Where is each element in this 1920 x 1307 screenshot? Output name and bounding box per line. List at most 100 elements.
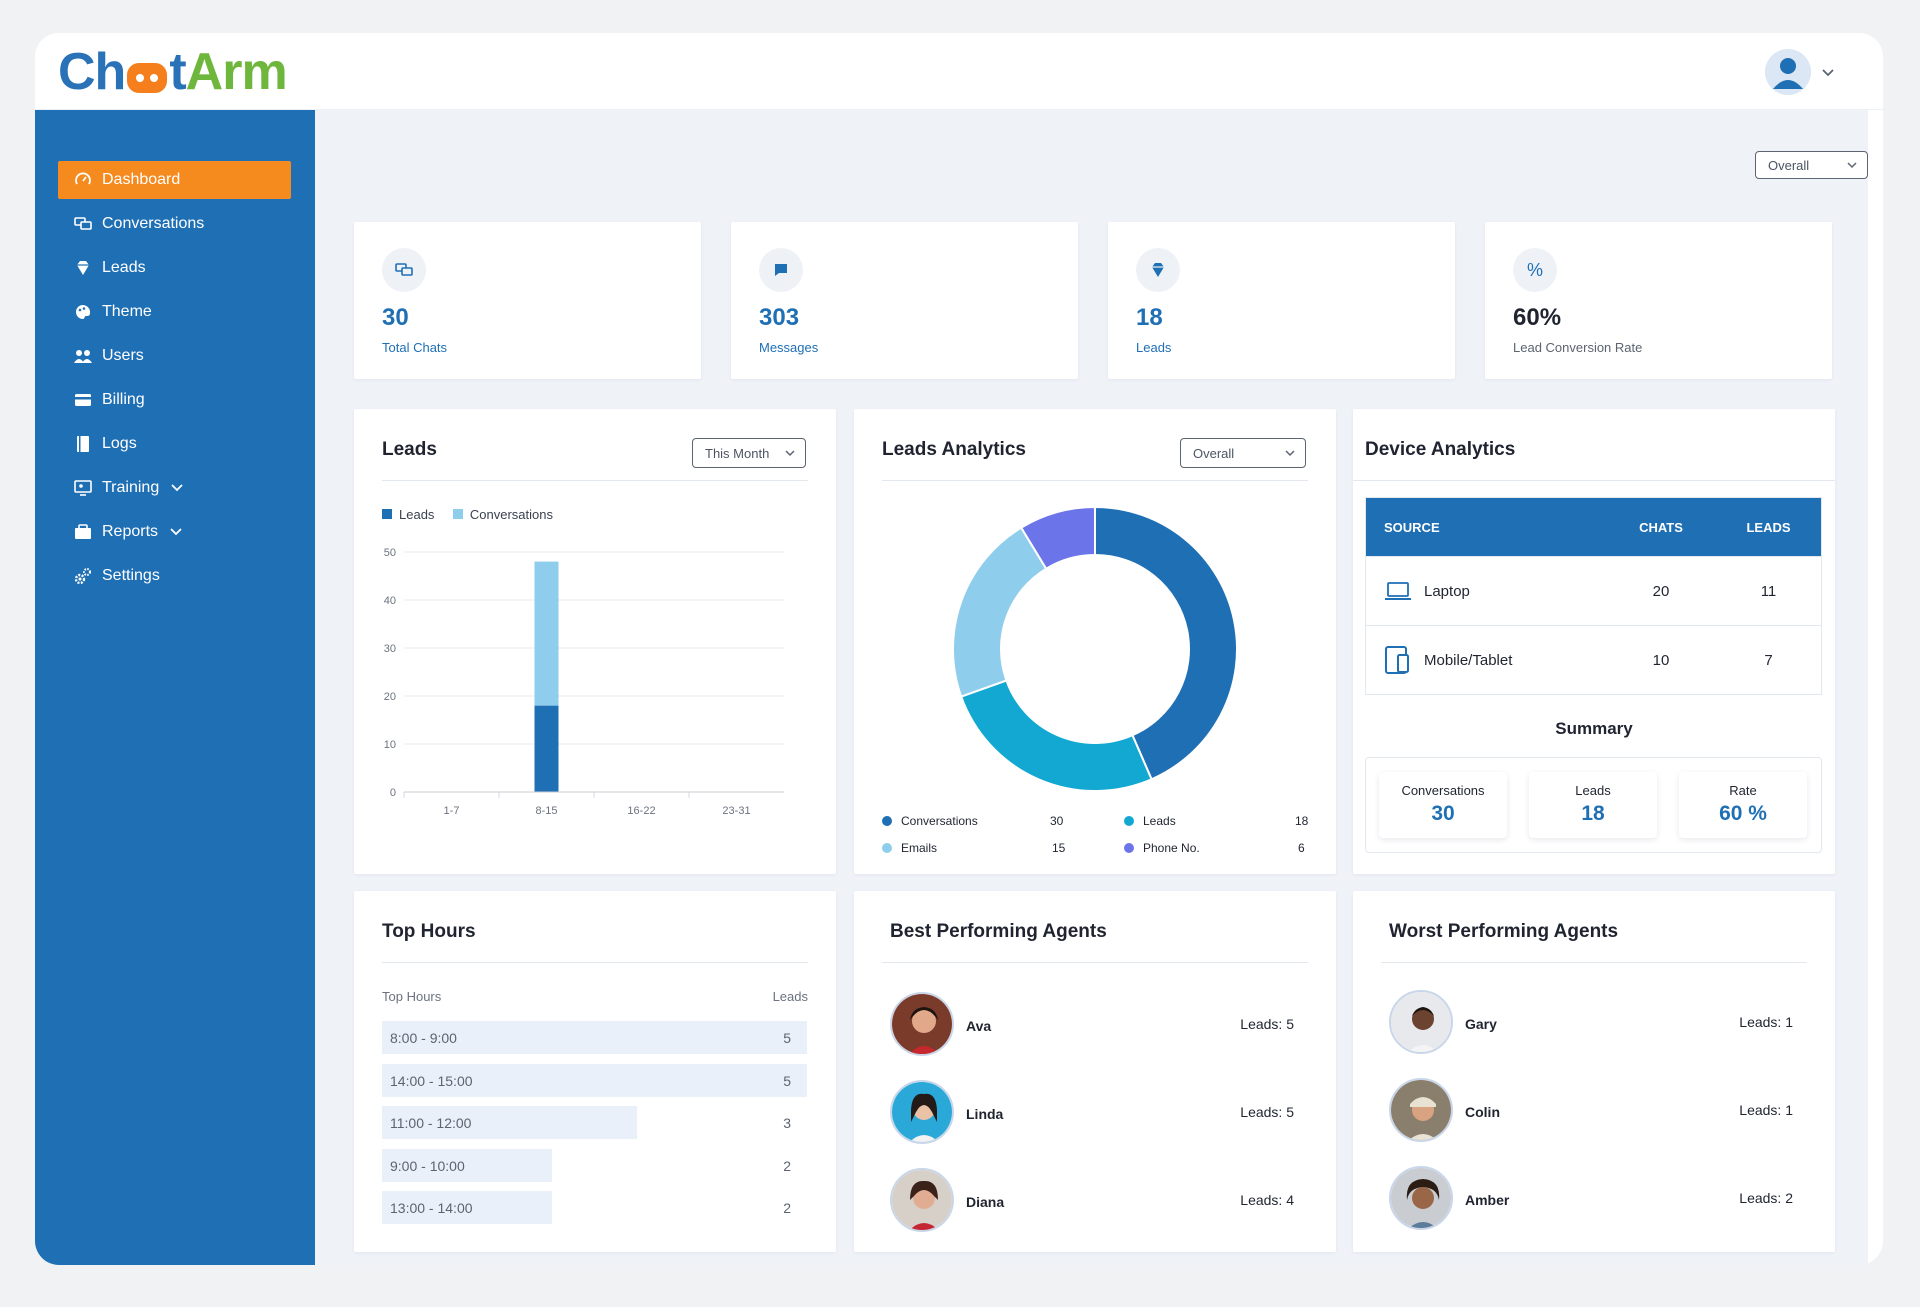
- chevron-down-icon[interactable]: [1821, 67, 1835, 77]
- bar-leads[interactable]: [534, 705, 559, 792]
- sidebar-item-label: Reports: [102, 523, 159, 540]
- divider: [1353, 480, 1835, 481]
- summary-label: Leads: [1575, 783, 1611, 798]
- palette-icon: [74, 303, 92, 321]
- app-window: Ch tArm Dashboard Conversations Leads The…: [35, 33, 1883, 1265]
- legend-item: Leads: [382, 507, 434, 522]
- agent-item[interactable]: Gary Leads: 1: [1389, 990, 1793, 1056]
- donut-slice-phone-no[interactable]: [1019, 505, 1096, 571]
- chevron-down-icon[interactable]: [171, 479, 183, 497]
- sidebar-item-leads[interactable]: Leads: [58, 249, 291, 287]
- sidebar-item-reports[interactable]: Reports: [58, 513, 291, 551]
- stat-card-leads: 18 Leads: [1108, 222, 1455, 379]
- y-tick-label: 10: [384, 739, 396, 751]
- donut-legend-item: Emails: [882, 841, 937, 855]
- robot-icon: [127, 63, 168, 93]
- divider: [382, 480, 808, 481]
- donut-legend-value: 15: [1052, 841, 1065, 855]
- chevron-down-icon[interactable]: [170, 523, 182, 541]
- overall-filter-select[interactable]: Overall: [1755, 151, 1868, 179]
- chevron-down-icon: [1847, 161, 1857, 168]
- column-header-hours: Top Hours: [382, 989, 442, 1004]
- stat-card-conversion-rate: % 60% Lead Conversion Rate: [1485, 222, 1832, 379]
- source-cell: Laptop: [1366, 581, 1606, 601]
- user-avatar-icon[interactable]: [1765, 49, 1811, 95]
- source-label: Mobile/Tablet: [1424, 651, 1513, 669]
- training-icon: [74, 479, 92, 497]
- legend-label: Leads: [399, 506, 435, 522]
- donut-slice-leads[interactable]: [959, 679, 1153, 792]
- sidebar-item-label: Dashboard: [102, 171, 181, 188]
- summary-rate: Rate 60 %: [1679, 772, 1807, 838]
- divider: [382, 962, 808, 963]
- legend-label: Leads: [1143, 814, 1176, 828]
- table-row: Laptop 20 11: [1366, 556, 1821, 625]
- summary-value: 30: [1431, 802, 1455, 825]
- top-hours-bar: [382, 1148, 552, 1182]
- leads-analytics-card: Leads Analytics Overall Conversations 30…: [854, 409, 1336, 874]
- legend-value: 15: [1052, 841, 1066, 855]
- agent-item[interactable]: Ava Leads: 5: [890, 992, 1294, 1058]
- donut-legend-item: Phone No.: [1124, 841, 1200, 855]
- user-menu[interactable]: [1765, 49, 1835, 95]
- sidebar-item-theme[interactable]: Theme: [58, 293, 291, 331]
- top-hours-value: 5: [783, 1030, 791, 1046]
- top-hours-bar: [382, 1021, 807, 1054]
- gauge-icon: [74, 171, 92, 189]
- agent-item[interactable]: Linda Leads: 5: [890, 1080, 1294, 1146]
- device-table: SOURCE CHATS LEADS Laptop 20 11 Mobile/T…: [1365, 497, 1822, 695]
- donut-legend-value: 6: [1298, 841, 1305, 855]
- top-hours-value: 2: [783, 1200, 791, 1216]
- legend-dot: [882, 816, 892, 826]
- sidebar-item-users[interactable]: Users: [58, 337, 291, 375]
- logo[interactable]: Ch tArm: [58, 43, 288, 101]
- sidebar-item-conversations[interactable]: Conversations: [58, 205, 291, 243]
- top-hours-label: 13:00 - 14:00: [390, 1200, 473, 1216]
- sidebar-item-logs[interactable]: Logs: [58, 425, 291, 463]
- card-title: Leads: [382, 439, 437, 460]
- agent-item[interactable]: Diana Leads: 4: [890, 1168, 1294, 1234]
- sidebar-item-training[interactable]: Training: [58, 469, 291, 507]
- leads-donut-chart: [952, 505, 1238, 792]
- agent-avatar: [890, 1080, 954, 1144]
- y-tick-label: 30: [384, 643, 396, 655]
- agent-item[interactable]: Amber Leads: 2: [1389, 1166, 1793, 1232]
- logo-text-2: t: [169, 43, 186, 101]
- donut-slice-emails[interactable]: [952, 526, 1048, 698]
- card-title: Device Analytics: [1365, 439, 1516, 460]
- top-bar: Ch tArm: [35, 33, 1883, 110]
- message-icon: [759, 248, 803, 292]
- donut-slice-conversations[interactable]: [1094, 505, 1238, 781]
- sidebar-item-billing[interactable]: Billing: [58, 381, 291, 419]
- top-hours-bar: [382, 1106, 637, 1139]
- summary-title: Summary: [1555, 719, 1633, 738]
- donut-legend-item: Leads: [1124, 814, 1176, 828]
- top-hours-row: 13:00 - 14:00 2: [382, 1191, 807, 1224]
- agent-name: Gary: [1465, 1016, 1497, 1032]
- legend-item: Conversations: [452, 507, 553, 522]
- gears-icon: [74, 567, 92, 585]
- bar-conversations[interactable]: [534, 561, 559, 706]
- source-cell: Mobile/Tablet: [1366, 645, 1606, 675]
- legend-value: 30: [1050, 814, 1064, 828]
- best-agents-card: Best Performing Agents Ava Leads: 5 Lind…: [854, 891, 1336, 1252]
- chats-cell: 10: [1652, 651, 1670, 669]
- sidebar-item-settings[interactable]: Settings: [58, 557, 291, 595]
- x-tick-label: 1-7: [444, 805, 460, 817]
- x-tick-label: 16-22: [627, 805, 655, 817]
- chat-icon: [382, 248, 426, 292]
- donut-legend-item: Conversations: [882, 814, 978, 828]
- y-tick-label: 50: [384, 547, 396, 559]
- sidebar-item-dashboard[interactable]: Dashboard: [58, 161, 291, 199]
- leads-period-select[interactable]: This Month: [692, 438, 806, 468]
- top-hours-value: 5: [783, 1072, 791, 1089]
- device-analytics-card: Device Analytics SOURCE CHATS LEADS Lapt…: [1353, 409, 1835, 874]
- card-title: Leads Analytics: [882, 439, 1026, 460]
- sidebar-item-label: Conversations: [102, 215, 205, 232]
- table-header: SOURCE CHATS LEADS: [1366, 498, 1821, 556]
- chat-icon: [74, 215, 92, 233]
- agent-item[interactable]: Colin Leads: 1: [1389, 1078, 1793, 1144]
- top-hours-card: Top Hours Top Hours Leads 8:00 - 9:00 5 14…: [354, 891, 836, 1252]
- analytics-period-select[interactable]: Overall: [1180, 438, 1306, 468]
- agent-leads: Leads: 1: [1739, 1014, 1793, 1030]
